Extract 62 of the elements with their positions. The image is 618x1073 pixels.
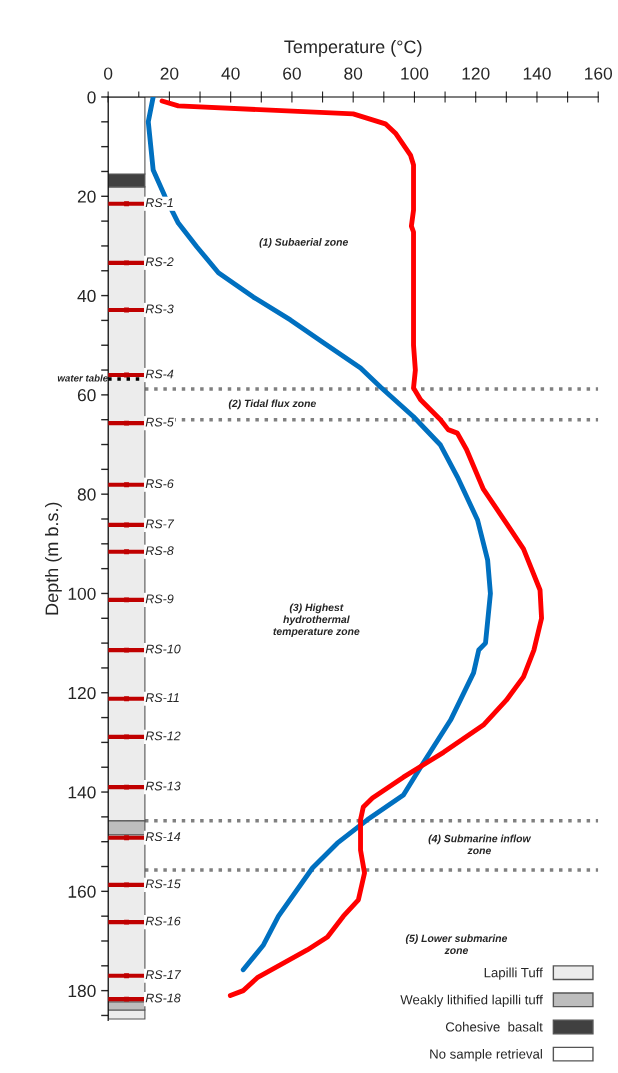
point xyxy=(124,882,129,888)
data-label: RS-15 xyxy=(145,879,181,889)
point xyxy=(124,996,129,1002)
point xyxy=(124,201,129,207)
data-label: RS-5 xyxy=(145,417,174,427)
point xyxy=(124,919,129,925)
data-label: RS-8 xyxy=(145,546,174,556)
legend-label: No sample retrieval xyxy=(430,1049,542,1062)
legend-label: Cohesive basalt xyxy=(445,1021,543,1032)
y-tick-label: 120 xyxy=(68,686,96,700)
annotation: (4) Submarine inflow zone xyxy=(428,834,532,855)
annotation: (3) Highest hydrothermal temperature zone xyxy=(273,603,360,638)
point xyxy=(124,835,129,841)
y-tick-label: 160 xyxy=(68,885,96,898)
data-label: RS-7 xyxy=(145,519,175,529)
x-axis-title: Temperature (°C) xyxy=(284,39,422,57)
y-tick-label: 20 xyxy=(77,190,96,203)
data-label: RS-9 xyxy=(145,594,174,604)
point xyxy=(124,482,129,488)
data-label: RS-3 xyxy=(145,304,174,314)
x-tick-label: 20 xyxy=(160,67,179,80)
annotation: (2) Tidal flux zone xyxy=(228,399,316,410)
x-tick-label: 0 xyxy=(104,67,113,80)
y-tick-label: 180 xyxy=(68,984,96,998)
annotation: (5) Lower submarine zone xyxy=(405,934,508,954)
legend-label: Weakly lithified lapilli tuff xyxy=(400,994,543,1008)
x-tick-label: 120 xyxy=(462,67,490,80)
data-label: RS-2 xyxy=(145,257,174,267)
data-label: RS-18 xyxy=(145,993,181,1003)
x-tick-label: 60 xyxy=(283,67,301,80)
series-label: water table xyxy=(57,374,108,382)
y-tick-label: 40 xyxy=(77,289,96,303)
point xyxy=(124,420,129,426)
data-label: RS-17 xyxy=(145,970,182,980)
y-tick-label: 0 xyxy=(87,91,96,104)
y-tick-label: 140 xyxy=(68,786,96,799)
x-tick-label: 40 xyxy=(221,67,240,80)
point xyxy=(124,549,129,555)
point xyxy=(124,784,129,790)
data-label: RS-4 xyxy=(145,369,174,379)
data-label: RS-14 xyxy=(145,832,181,842)
data-label: RS-6 xyxy=(145,479,174,489)
x-tick-label: 160 xyxy=(585,67,613,80)
data-label: RS-16 xyxy=(145,916,181,926)
y-axis-title: Depth (m b.s.) xyxy=(44,502,62,615)
point xyxy=(124,696,129,702)
x-tick-label: 80 xyxy=(344,67,363,80)
data-label: RS-13 xyxy=(145,781,181,791)
x-tick-label: 100 xyxy=(401,67,429,80)
x-tick-label: 140 xyxy=(523,67,551,80)
y-tick-label: 60 xyxy=(77,389,96,402)
data-label: RS-1 xyxy=(145,198,173,208)
legend-label: Lapilli Tuff xyxy=(484,967,543,980)
annotation: (1) Subaerial zone xyxy=(259,238,348,248)
data-label: RS-10 xyxy=(145,644,181,654)
data-label: RS-11 xyxy=(145,693,179,703)
data-label: RS-12 xyxy=(145,731,181,741)
point xyxy=(124,260,129,266)
point xyxy=(124,597,129,603)
y-tick-label: 80 xyxy=(77,488,96,501)
y-tick-label: 100 xyxy=(68,587,96,600)
point xyxy=(124,973,129,979)
